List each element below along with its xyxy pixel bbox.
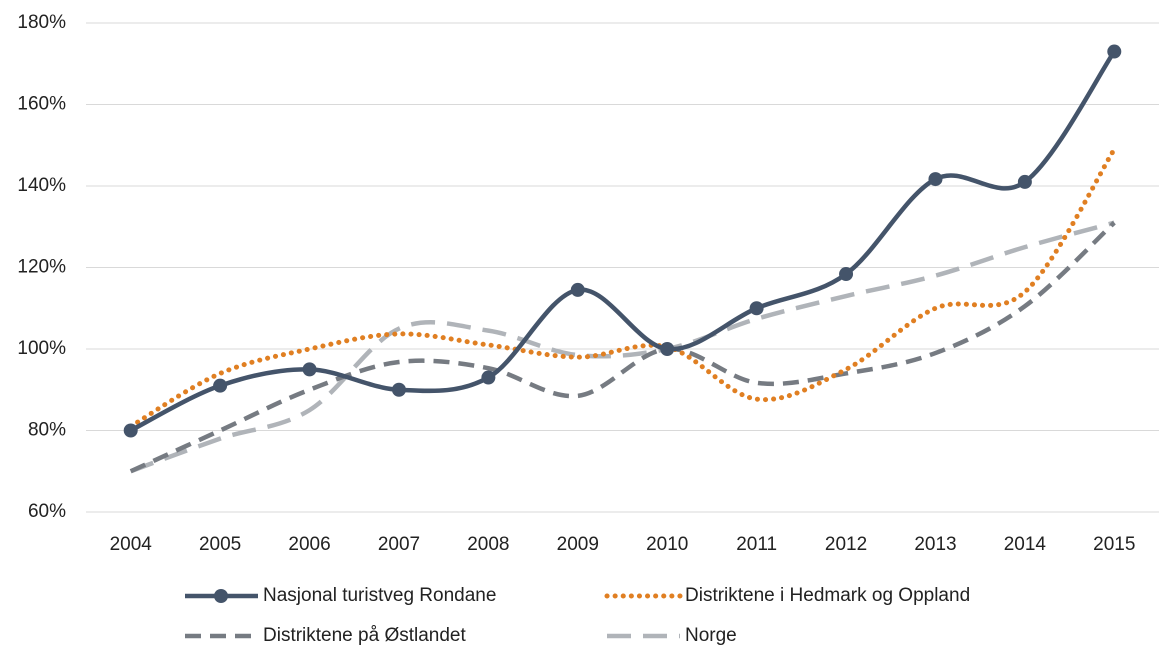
data-point — [749, 301, 764, 316]
y-tick-label: 160% — [17, 94, 66, 115]
y-tick-label: 140% — [17, 175, 66, 196]
x-tick-label: 2004 — [110, 534, 153, 555]
series-line — [129, 221, 1116, 474]
x-tick-label: 2007 — [378, 534, 420, 555]
x-tick-label: 2008 — [467, 534, 509, 555]
x-tick-label: 2013 — [914, 534, 956, 555]
y-tick-label: 60% — [28, 501, 66, 522]
y-tick-label: 100% — [17, 338, 66, 359]
data-point — [481, 370, 496, 385]
legend-label: Distriktene i Hedmark og Oppland — [685, 585, 970, 606]
data-point — [391, 382, 406, 397]
x-tick-label: 2005 — [199, 534, 241, 555]
x-tick-label: 2014 — [1004, 534, 1047, 555]
y-tick-label: 80% — [28, 420, 66, 441]
data-point — [660, 342, 675, 356]
data-point — [123, 423, 138, 438]
legend-marker — [214, 589, 228, 603]
data-point — [213, 378, 228, 393]
x-tick-label: 2012 — [825, 534, 867, 555]
y-tick-label: 180% — [17, 12, 66, 33]
data-point — [570, 282, 585, 297]
legend-label: Norge — [685, 625, 737, 646]
x-tick-label: 2010 — [646, 534, 688, 555]
x-tick-label: 2011 — [736, 534, 777, 555]
series-line — [129, 220, 1115, 474]
y-tick-label: 120% — [17, 257, 66, 278]
legend-label: Distriktene på Østlandet — [263, 625, 466, 646]
legend-label: Nasjonal turistveg Rondane — [263, 585, 496, 606]
data-point — [1017, 174, 1032, 189]
data-point — [1107, 44, 1122, 59]
x-tick-label: 2006 — [288, 534, 330, 555]
x-tick-label: 2015 — [1093, 534, 1135, 555]
data-point — [928, 172, 943, 187]
data-point — [302, 362, 317, 377]
x-tick-label: 2009 — [557, 534, 599, 555]
series-line — [128, 146, 1117, 429]
data-point — [839, 267, 854, 282]
